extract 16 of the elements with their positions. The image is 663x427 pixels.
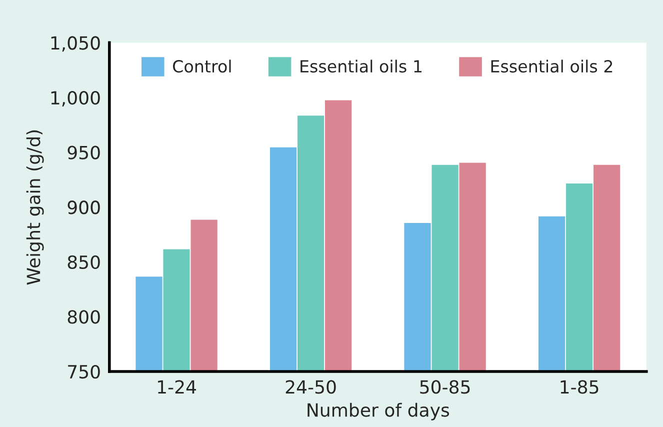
y-tick-label: 750	[68, 364, 100, 379]
x-axis-title: Number of days	[308, 402, 450, 420]
x-tick-label: 1-24	[158, 380, 196, 394]
y-tick-label: 900	[68, 200, 100, 214]
y-tick-label: 800	[68, 310, 100, 324]
x-tick-label: 1-85	[560, 380, 598, 394]
y-tick-label: 850	[68, 255, 100, 270]
x-tick-label: 50-85	[420, 380, 470, 394]
legend-label: Essential oils 2	[491, 60, 612, 73]
y-axis-title: Weight gain (g/d)	[26, 130, 44, 285]
y-tick-label: 1,000	[51, 90, 100, 106]
y-tick-label: 1,050	[51, 36, 100, 52]
x-tick-label: 24-50	[286, 380, 336, 394]
y-tick-label: 950	[68, 146, 100, 160]
legend-label: Essential oils 1	[300, 60, 422, 73]
legend-label: Control	[173, 60, 231, 73]
